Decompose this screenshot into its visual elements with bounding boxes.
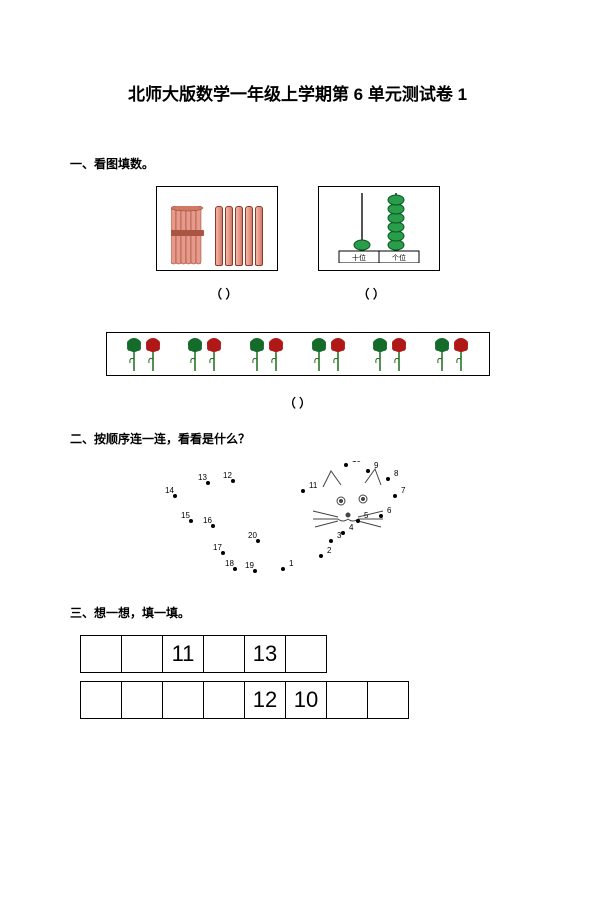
dot-label: 20: [248, 531, 257, 540]
dot-label: 1: [289, 559, 294, 568]
blank-flowers-wrap: （ ）: [0, 394, 595, 412]
number-row-1: 11 13: [80, 635, 327, 673]
number-cell: 11: [163, 636, 204, 673]
flower-pair: [248, 337, 285, 371]
dot-label: 6: [387, 506, 392, 515]
section1-heading: 一、看图填数。: [70, 155, 595, 172]
dot-label: 19: [245, 561, 254, 570]
number-cell: [204, 636, 245, 673]
dot-label: 11: [309, 481, 318, 490]
blank-right: （ ）: [358, 285, 385, 302]
dot-label: 10: [352, 461, 361, 464]
dot-label: 8: [394, 469, 399, 478]
abacus-icon: 十位 个位: [334, 193, 424, 263]
figure-row-1: 十位 个位: [0, 186, 595, 271]
flower-pair: [371, 337, 408, 371]
number-cell: [81, 682, 122, 719]
connect-dots-figure: 1234567891011121314151617181920: [163, 461, 433, 586]
flower-icon: [433, 337, 451, 371]
dot-point: [356, 519, 360, 523]
dot-point: [366, 469, 370, 473]
flower-pair: [125, 337, 162, 371]
number-cell: [163, 682, 204, 719]
dot-label: 16: [203, 516, 212, 525]
flower-icon: [267, 337, 285, 371]
dot-label: 5: [364, 511, 369, 520]
dot-label: 15: [181, 511, 190, 520]
number-cell: [327, 682, 368, 719]
dots-svg: 1234567891011121314151617181920: [163, 461, 433, 581]
dot-label: 14: [165, 486, 174, 495]
flower-icon: [205, 337, 223, 371]
flower-icon: [125, 337, 143, 371]
cat-face-icon: [313, 469, 383, 527]
number-cell: [81, 636, 122, 673]
dot-point: [386, 477, 390, 481]
dot-label: 18: [225, 559, 234, 568]
dot-label: 17: [213, 543, 222, 552]
number-cell: [122, 682, 163, 719]
dot-label: 9: [374, 461, 379, 470]
dot-label: 2: [327, 546, 332, 555]
flower-icon: [329, 337, 347, 371]
dot-label: 13: [198, 473, 207, 482]
loose-sticks-icon: [215, 206, 263, 266]
flower-icon: [144, 337, 162, 371]
number-cell: [204, 682, 245, 719]
number-cell: [122, 636, 163, 673]
dot-point: [341, 531, 345, 535]
dot-point: [281, 567, 285, 571]
abacus-tens-label: 十位: [352, 253, 366, 262]
number-cell: [368, 682, 409, 719]
blank-flowers: （ ）: [284, 396, 311, 410]
flower-icon: [390, 337, 408, 371]
dot-label: 4: [349, 523, 354, 532]
row1-answer-blanks: （ ） （ ）: [0, 285, 595, 302]
number-cell: 12: [245, 682, 286, 719]
flower-pair: [433, 337, 470, 371]
dot-point: [329, 539, 333, 543]
number-row-2: 1210: [80, 681, 409, 719]
flower-icon: [310, 337, 328, 371]
section3-heading: 三、想一想，填一填。: [70, 604, 595, 621]
flower-pair: [310, 337, 347, 371]
dot-point: [393, 494, 397, 498]
number-cell: 13: [245, 636, 286, 673]
dot-point: [319, 554, 323, 558]
dot-label: 7: [401, 486, 406, 495]
sticks-figure: [156, 186, 278, 271]
flower-icon: [248, 337, 266, 371]
stick-bundle-icon: [171, 206, 205, 266]
flower-icon: [371, 337, 389, 371]
number-cell: 10: [286, 682, 327, 719]
flowers-figure: [106, 332, 490, 376]
abacus-figure: 十位 个位: [318, 186, 440, 271]
dot-label: 12: [223, 471, 232, 480]
section2-heading: 二、按顺序连一连，看看是什么？: [70, 430, 595, 447]
page-title: 北师大版数学一年级上学期第 6 单元测试卷 1: [0, 80, 595, 105]
flower-icon: [452, 337, 470, 371]
fill-tables: 11 13 1210: [80, 635, 595, 719]
flower-pair: [186, 337, 223, 371]
number-cell: [286, 636, 327, 673]
blank-left: （ ）: [210, 285, 237, 302]
dot-point: [301, 489, 305, 493]
abacus-ones-label: 个位: [392, 253, 406, 262]
flower-icon: [186, 337, 204, 371]
dot-point: [344, 463, 348, 467]
dot-point: [379, 514, 383, 518]
